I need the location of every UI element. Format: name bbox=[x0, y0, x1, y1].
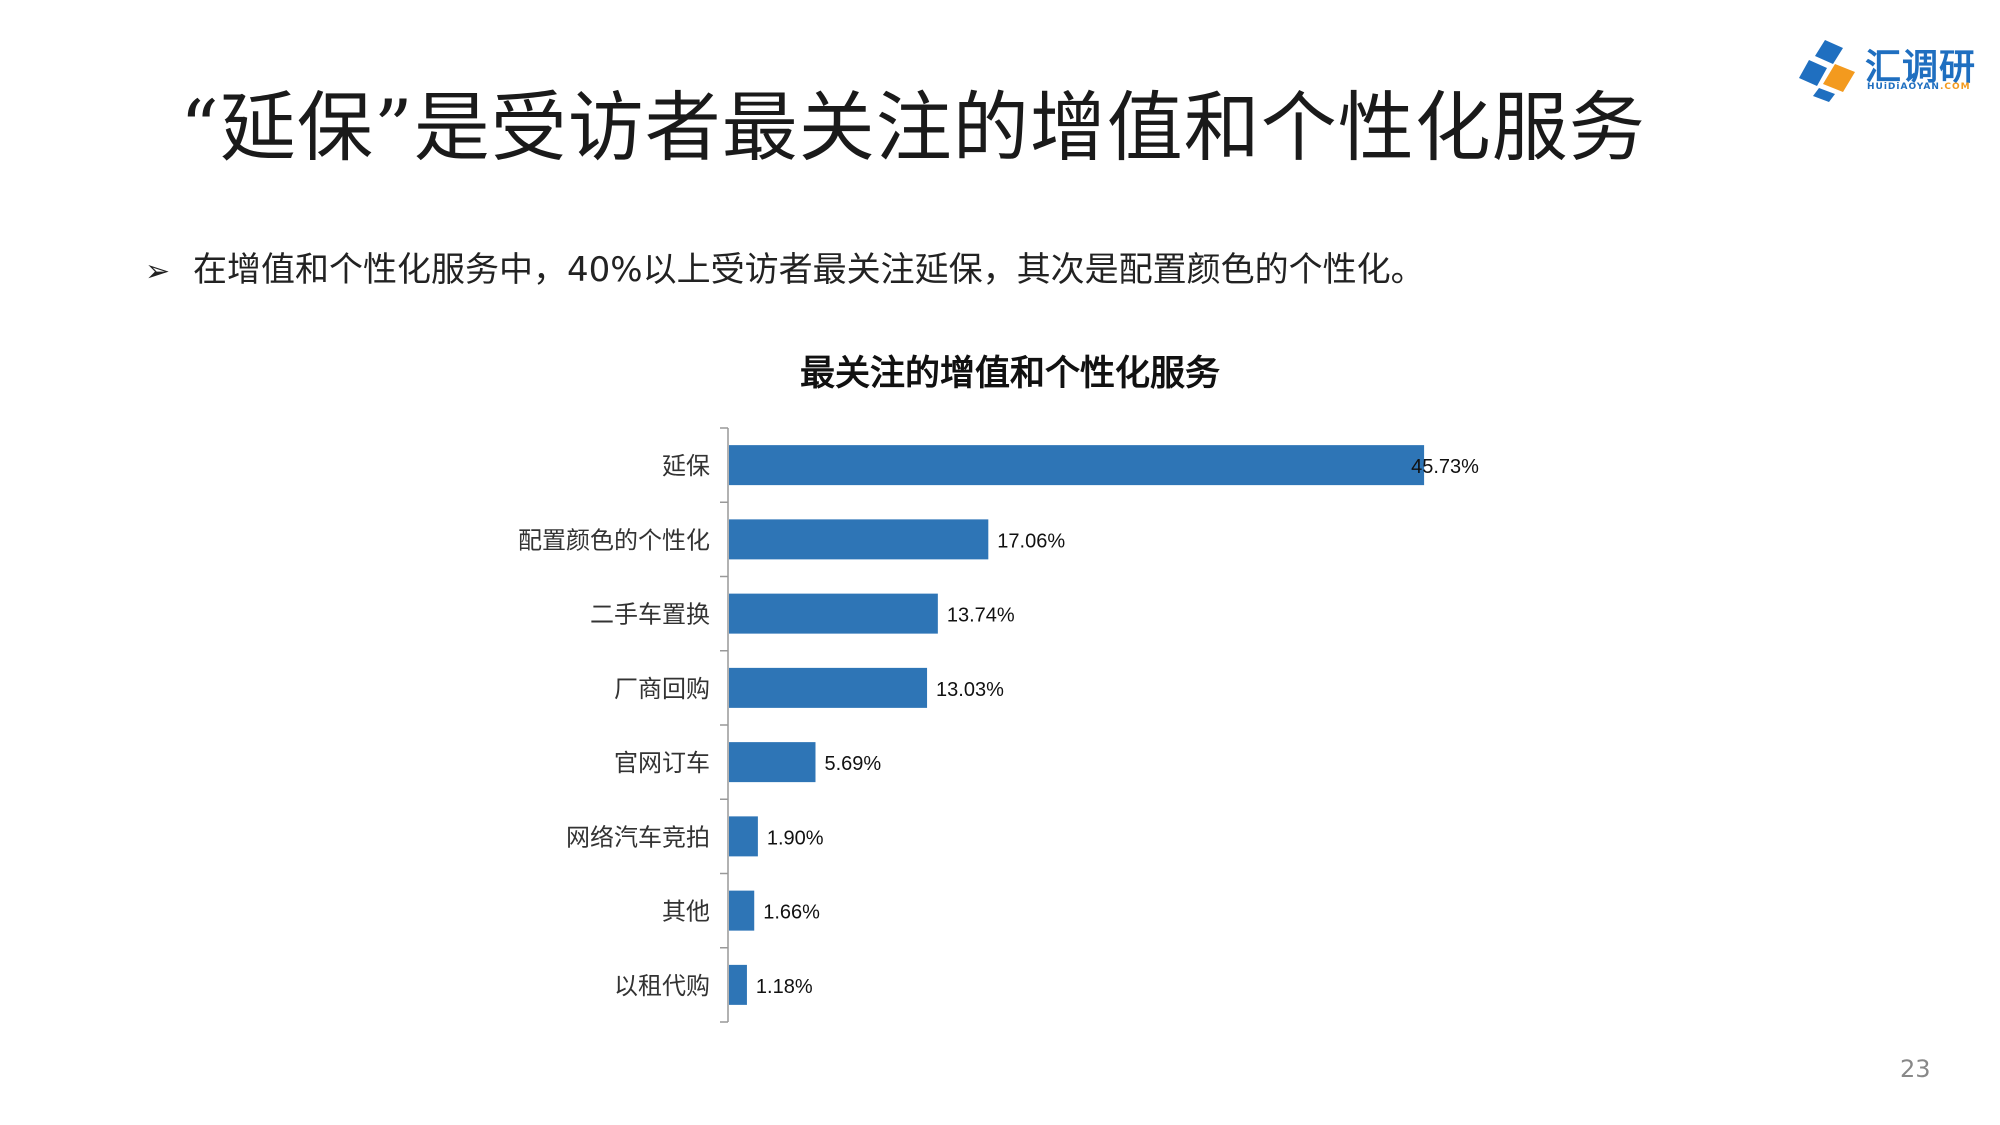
category-label: 延保 bbox=[662, 452, 710, 480]
logo-mark-icon bbox=[1799, 40, 1855, 102]
bar bbox=[729, 964, 747, 1005]
value-label: 13.03% bbox=[936, 679, 1004, 701]
value-label: 13.74% bbox=[947, 605, 1015, 627]
bar bbox=[729, 593, 938, 634]
value-label: 5.69% bbox=[824, 753, 881, 775]
category-label: 厂商回购 bbox=[614, 675, 710, 703]
chart-title: 最关注的增值和个性化服务 bbox=[799, 354, 1220, 394]
value-label: 1.90% bbox=[767, 827, 824, 849]
category-label: 二手车置换 bbox=[590, 601, 710, 629]
logo-text: 汇调研 bbox=[1865, 47, 1977, 88]
category-label: 网络汽车竞拍 bbox=[566, 823, 710, 851]
category-label: 以租代购 bbox=[614, 972, 710, 1000]
bullet-text: 在增值和个性化服务中，40%以上受访者最关注延保，其次是配置颜色的个性化。 bbox=[193, 250, 1425, 290]
bar bbox=[729, 445, 1425, 486]
logo-subtext-accent: .COM bbox=[1939, 82, 1971, 92]
page-number: 23 bbox=[1900, 1055, 1931, 1083]
bullet-point: ➢ 在增值和个性化服务中，40%以上受访者最关注延保，其次是配置颜色的个性化。 bbox=[145, 246, 1425, 296]
bar bbox=[729, 667, 928, 708]
slide-title: “延保”是受访者最关注的增值和个性化服务 bbox=[180, 83, 1646, 172]
bar bbox=[729, 890, 755, 931]
brand-logo: 汇调研 HUiDiAOYAN.COM bbox=[1795, 34, 1980, 104]
category-label: 官网订车 bbox=[614, 749, 710, 777]
bullet-arrow-icon: ➢ bbox=[145, 254, 171, 289]
bar bbox=[729, 742, 816, 783]
logo-subtext-main: HUiDiAOYAN bbox=[1867, 82, 1940, 92]
category-label: 其他 bbox=[662, 898, 710, 926]
value-label: 1.66% bbox=[763, 902, 820, 924]
category-label: 配置颜色的个性化 bbox=[518, 526, 710, 554]
value-label: 45.73% bbox=[1411, 456, 1479, 478]
logo-subtext: HUiDiAOYAN.COM bbox=[1867, 82, 1971, 92]
value-label: 17.06% bbox=[997, 530, 1065, 552]
value-label: 1.18% bbox=[756, 976, 813, 998]
bar bbox=[729, 816, 758, 857]
bar bbox=[729, 519, 989, 560]
